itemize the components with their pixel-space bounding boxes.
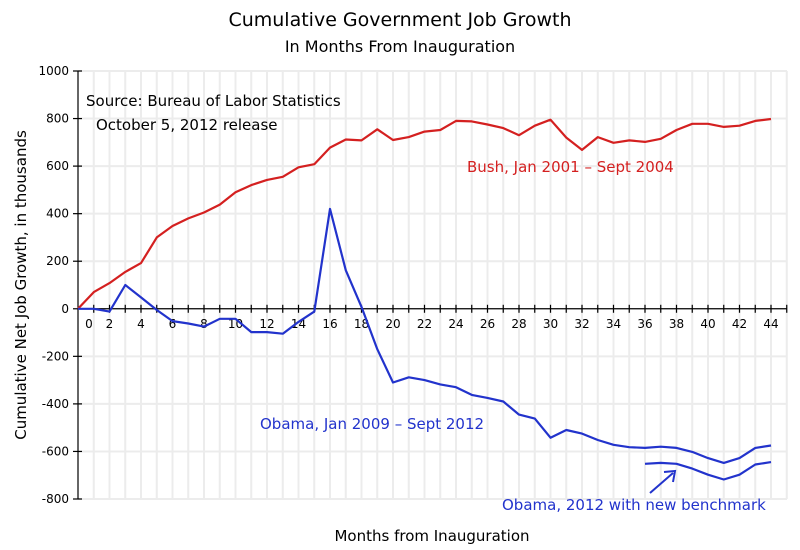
benchmark-series-label: Obama, 2012 with new benchmark: [502, 496, 766, 514]
x-tick-label: 6: [169, 317, 177, 331]
y-tick-label: -800: [42, 492, 69, 506]
x-tick-label: 8: [200, 317, 208, 331]
x-tick-label: 26: [480, 317, 495, 331]
x-tick-label: 28: [511, 317, 526, 331]
series-layer: [77, 117, 772, 481]
bush-series-line: [77, 117, 772, 310]
x-tick-label: 38: [669, 317, 684, 331]
benchmark-arrow-shaft: [649, 472, 674, 494]
x-tick-label: 44: [763, 317, 778, 331]
x-tick-label: 42: [732, 317, 747, 331]
y-tick-label: 200: [46, 254, 69, 268]
benchmark-arrow-head: [663, 469, 677, 483]
x-tick-label: 18: [354, 317, 369, 331]
x-tick-label: 40: [700, 317, 715, 331]
x-tick-label: 20: [385, 317, 400, 331]
y-tick-label: 800: [46, 112, 69, 126]
x-tick-label: 12: [259, 317, 274, 331]
x-tick-label: 4: [137, 317, 145, 331]
obama-series-label: Obama, Jan 2009 – Sept 2012: [260, 415, 484, 433]
source-annotation: Source: Bureau of Labor Statistics: [86, 92, 341, 110]
chart-subtitle: In Months From Inauguration: [285, 37, 515, 56]
x-tick-label: 30: [543, 317, 558, 331]
y-axis-label: Cumulative Net Job Growth, in thousands: [12, 130, 30, 440]
benchmark-arrow: [649, 469, 677, 494]
y-tick-label: 600: [46, 159, 69, 173]
y-tick-label: -200: [42, 349, 69, 363]
x-tick-label: 34: [606, 317, 621, 331]
x-tick-label: 22: [417, 317, 432, 331]
y-tick-label: -400: [42, 397, 69, 411]
x-tick-label: 16: [322, 317, 337, 331]
obama-benchmark-series-line: [644, 461, 772, 481]
bush-series-label: Bush, Jan 2001 – Sept 2004: [467, 158, 674, 176]
y-tick-label: 1000: [38, 64, 69, 78]
x-tick-label: 0: [85, 317, 93, 331]
y-tick-label: 0: [61, 302, 69, 316]
grid: [78, 70, 788, 500]
x-tick-label: 36: [637, 317, 652, 331]
obama-series-line: [78, 207, 772, 464]
y-tick-label: -600: [42, 444, 69, 458]
x-tick-label: 2: [106, 317, 114, 331]
x-tick-label: 24: [448, 317, 463, 331]
y-tick-label: 400: [46, 207, 69, 221]
x-axis-label: Months from Inauguration: [334, 527, 529, 545]
release-annotation: October 5, 2012 release: [96, 116, 278, 134]
x-tick-label: 32: [574, 317, 589, 331]
x-tick-label: 10: [228, 317, 243, 331]
chart-title: Cumulative Government Job Growth: [228, 9, 571, 31]
